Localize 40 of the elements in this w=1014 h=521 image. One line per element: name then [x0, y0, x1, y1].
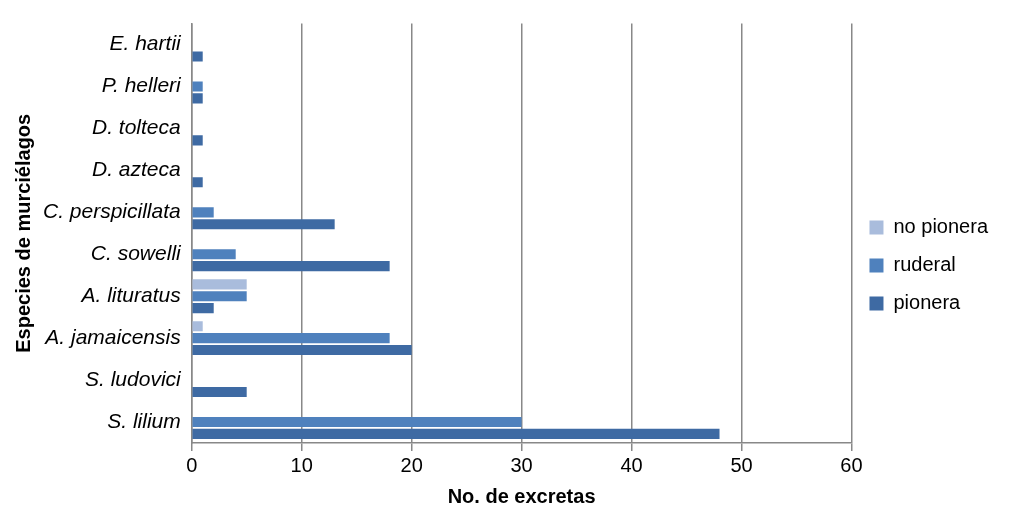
y-tick-label: D. tolteca [92, 115, 181, 139]
y-tick-label: A. jamaicensis [43, 324, 182, 348]
bar [192, 344, 412, 356]
x-axis-title: No. de excretas [447, 484, 596, 507]
x-tick-label: 10 [290, 453, 313, 476]
x-tick-label: 40 [620, 453, 643, 476]
bar [192, 93, 203, 104]
x-tick-label: 50 [730, 453, 753, 476]
bar [192, 249, 236, 260]
bar [192, 291, 247, 302]
bar [192, 333, 390, 344]
y-tick-label: S. lilium [107, 408, 181, 432]
bar [192, 177, 203, 188]
y-tick-label: C. sowelli [90, 241, 183, 265]
bar [192, 81, 203, 92]
x-tick-label: 20 [400, 453, 423, 476]
legend-label: ruderal [893, 253, 956, 276]
bar [192, 51, 203, 62]
bar [192, 303, 214, 314]
x-tick-label: 0 [186, 453, 198, 476]
bar [192, 219, 335, 230]
y-tick-label: E. hartii [109, 31, 183, 55]
bar [192, 135, 203, 146]
bar [192, 279, 247, 290]
bar [192, 207, 214, 218]
y-tick-label: C. perspicillata [42, 199, 181, 223]
y-axis-title: Especies de murciélagos [11, 113, 34, 353]
bar [192, 428, 720, 439]
legend-label: pionera [893, 291, 962, 314]
bar [192, 261, 390, 272]
y-tick-label: A. lituratus [79, 283, 182, 307]
y-tick-label: D. azteca [92, 157, 181, 181]
y-tick-label: P. helleri [101, 73, 183, 97]
x-tick-label: 60 [840, 453, 863, 476]
y-tick-label: S. ludovici [85, 366, 183, 390]
bar [192, 386, 247, 398]
legend-label: no pionera [893, 215, 989, 238]
x-tick-label: 30 [510, 453, 533, 476]
bar [192, 416, 522, 428]
bar [192, 321, 203, 332]
